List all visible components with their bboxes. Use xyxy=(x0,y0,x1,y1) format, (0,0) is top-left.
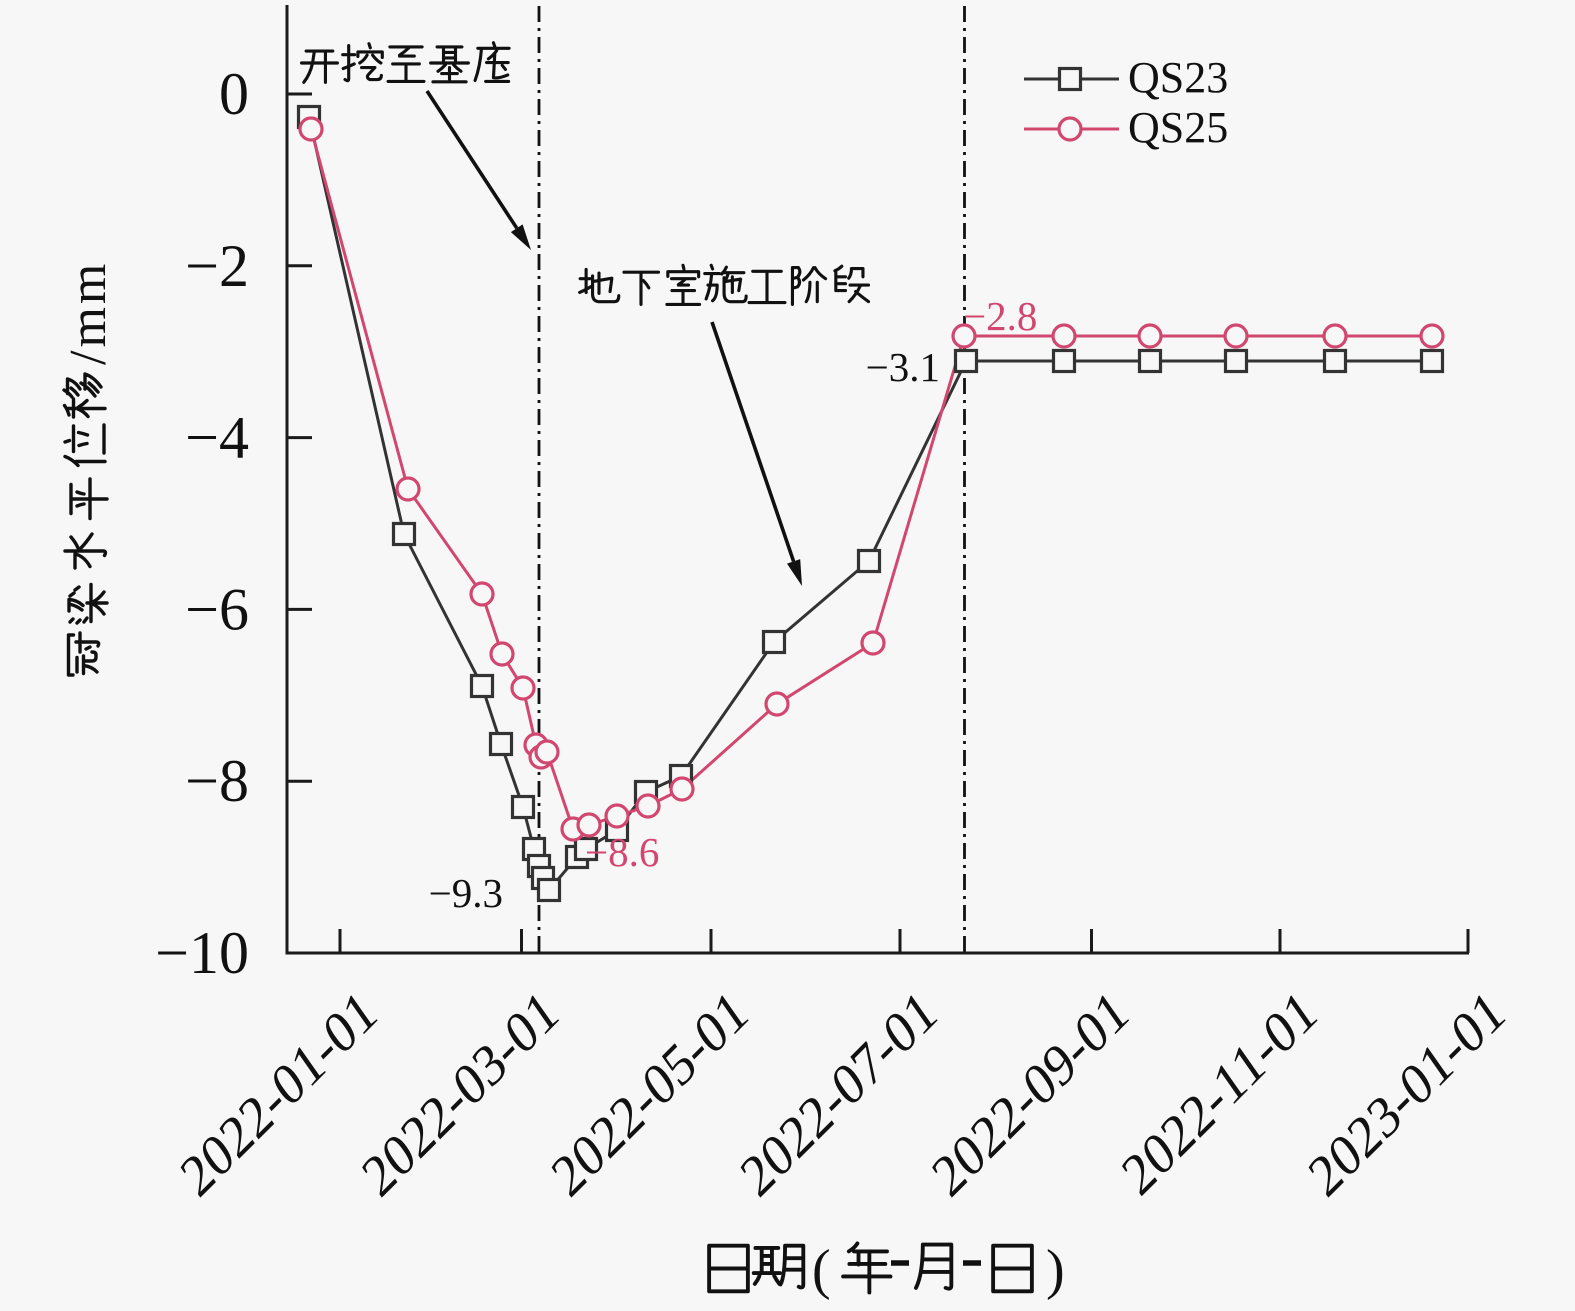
svg-text:−9.3: −9.3 xyxy=(429,870,503,916)
svg-text:−2: −2 xyxy=(185,233,249,299)
svg-text:−10: −10 xyxy=(155,920,249,986)
svg-text:−8.6: −8.6 xyxy=(585,829,659,875)
svg-text:QS23: QS23 xyxy=(1128,53,1228,102)
svg-text:−4: −4 xyxy=(185,405,249,471)
svg-text:−2.8: −2.8 xyxy=(963,293,1037,339)
svg-text:−6: −6 xyxy=(185,576,249,642)
svg-text:(: ( xyxy=(812,1239,831,1301)
svg-text:−8: −8 xyxy=(185,748,249,814)
svg-text:0: 0 xyxy=(219,61,249,127)
svg-text:−3.1: −3.1 xyxy=(866,344,940,390)
svg-text:QS25: QS25 xyxy=(1128,103,1228,152)
svg-text:): ) xyxy=(1046,1239,1065,1301)
svg-text:/mm: /mm xyxy=(60,261,117,365)
